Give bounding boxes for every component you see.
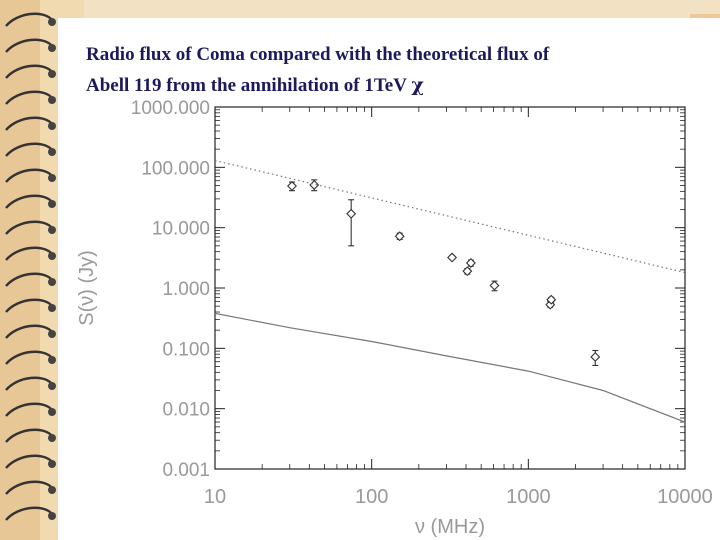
spiral-hole — [48, 330, 56, 338]
y-axis-label: S(ν) (Jy) — [76, 250, 98, 326]
data-point — [465, 257, 476, 268]
spiral-hole — [48, 148, 56, 156]
title-line-1: Radio flux of Coma compared with the the… — [86, 44, 550, 65]
spiral-ring — [5, 194, 53, 209]
spiral-ring — [5, 116, 53, 131]
spiral-ring — [5, 38, 53, 53]
spiral-hole — [48, 44, 56, 52]
data-point — [447, 252, 458, 263]
data-point — [287, 181, 297, 192]
spiral-hole — [48, 18, 56, 26]
spiral-ring — [5, 324, 53, 339]
title-line-2: Abell 119 from the annihilation of 1TeV … — [86, 70, 696, 101]
spiral-ring — [5, 168, 53, 183]
spiral-hole — [48, 226, 56, 234]
spiral-hole — [48, 356, 56, 364]
spiral-hole — [48, 512, 56, 520]
spiral-hole — [48, 174, 56, 182]
diamond-marker — [346, 208, 357, 219]
diamond-marker — [465, 257, 476, 268]
data-point — [590, 349, 601, 367]
spiral-ring — [5, 64, 53, 79]
data-point — [546, 294, 557, 305]
data-point — [309, 179, 320, 192]
spiral-ring — [5, 480, 53, 495]
spiral-ring — [5, 142, 53, 157]
chi-symbol: χ — [411, 74, 424, 96]
spiral-hole — [48, 96, 56, 104]
spiral-binding — [5, 12, 56, 521]
x-tick-label: 100 — [355, 486, 388, 508]
solid-theory-line — [214, 312, 686, 423]
diamond-marker — [489, 280, 500, 291]
data-point — [489, 280, 500, 292]
spiral-ring — [5, 506, 53, 521]
top-decor-band — [84, 0, 720, 18]
x-tick-label: 1000 — [506, 486, 551, 508]
diamond-marker — [447, 252, 458, 263]
y-tick-label: 0.100 — [162, 339, 210, 360]
x-axis-label: ν (MHz) — [415, 516, 485, 538]
diamond-marker — [590, 351, 601, 362]
diamond-marker — [394, 231, 405, 242]
y-tick-label: 1.000 — [162, 279, 210, 300]
spiral-ring — [5, 454, 53, 469]
spiral-ring — [5, 90, 53, 105]
spiral-hole — [48, 382, 56, 390]
spiral-ring — [5, 220, 53, 235]
spiral-hole — [48, 408, 56, 416]
spiral-hole — [48, 304, 56, 312]
diamond-marker — [309, 179, 320, 190]
y-tick-label: 0.001 — [162, 460, 210, 481]
spiral-hole — [48, 252, 56, 260]
y-tick-label: 100.000 — [141, 158, 210, 179]
spiral-hole — [48, 122, 56, 130]
data-point — [545, 299, 556, 310]
spiral-ring — [5, 428, 53, 443]
spiral-hole — [48, 486, 56, 494]
spiral-hole — [48, 278, 56, 286]
title-line-2-text: Abell 119 from the annihilation of 1TeV — [86, 75, 412, 96]
spiral-ring — [5, 12, 53, 27]
spiral-hole — [48, 460, 56, 468]
y-tick-label: 1000.000 — [131, 98, 210, 119]
y-tick-label: 0.010 — [162, 400, 210, 421]
y-tick-label: 10.000 — [152, 219, 210, 240]
x-tick-label: 10 — [204, 486, 226, 508]
data-point — [394, 231, 405, 242]
slide-content-area — [58, 18, 720, 540]
data-point — [346, 199, 357, 247]
spiral-ring — [5, 298, 53, 313]
diamond-marker — [287, 181, 297, 192]
diamond-marker — [462, 266, 473, 277]
diamond-marker — [545, 299, 556, 310]
data-point — [462, 266, 473, 277]
slide-title: Radio flux of Coma compared with the the… — [86, 40, 696, 101]
spiral-ring — [5, 272, 53, 287]
spiral-ring — [5, 376, 53, 391]
spiral-hole — [48, 434, 56, 442]
x-tick-label: 10000 — [657, 486, 713, 508]
spiral-ring — [5, 246, 53, 261]
plot-frame — [214, 106, 686, 470]
spiral-ring — [5, 402, 53, 417]
spiral-hole — [48, 70, 56, 78]
spiral-ring — [5, 350, 53, 365]
spiral-hole — [48, 200, 56, 208]
diamond-marker — [546, 294, 557, 305]
